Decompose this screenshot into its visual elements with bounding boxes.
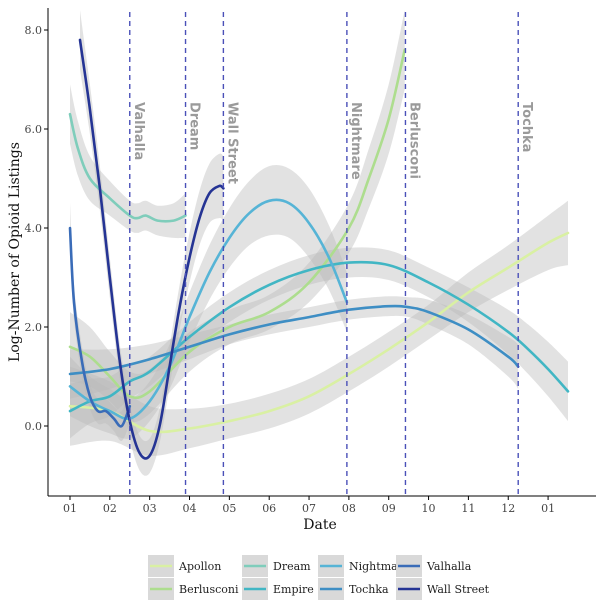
x-tick-label: 05 [222, 502, 236, 515]
legend-label: Tochka [349, 583, 389, 596]
series-line-wall-street [78, 38, 225, 460]
legend-item-tochka: Tochka [318, 578, 389, 600]
x-tick-label: 08 [342, 502, 356, 515]
y-tick-label: 6.0 [25, 123, 43, 136]
legend-item-dream: Dream [242, 555, 311, 577]
band-tochka [70, 296, 519, 399]
legend-item-valhalla: Valhalla [396, 555, 472, 577]
legend-label: Apollon [178, 560, 221, 573]
x-tick-label: 01 [541, 502, 555, 515]
y-axis-title: Log-Number of Opioid Listings [7, 142, 23, 362]
legend-label: Berlusconi [179, 583, 239, 596]
legend-label: Wall Street [427, 583, 490, 596]
event-label-tochka: Tochka [519, 102, 534, 152]
x-tick-label: 07 [302, 502, 316, 515]
band-apollon [70, 200, 568, 456]
series-line-nightmare [68, 198, 349, 421]
event-labels-layer: Valhalla Dream Wall Street Nightmare Berlusc… [131, 102, 534, 184]
x-tick-label: 11 [461, 502, 475, 515]
legend: Apollon Berlusconi Dream Empire Nightmare Toc… [148, 555, 490, 600]
y-tick-label: 4.0 [25, 222, 43, 235]
band-nightmare [70, 165, 347, 439]
band-wall-street [80, 10, 224, 476]
x-tick-label: 02 [103, 502, 117, 515]
series-line-dream [68, 112, 187, 223]
event-label-dream: Dream [187, 102, 202, 150]
x-tick-label: 04 [183, 502, 197, 515]
legend-item-apollon: Apollon [148, 555, 221, 577]
y-ticks-layer: 0.0 2.0 4.0 6.0 8.0 [25, 24, 48, 433]
legend-item-berlusconi: Berlusconi [148, 578, 239, 600]
y-tick-label: 0.0 [25, 420, 43, 433]
legend-item-nightmare: Nightmare [318, 555, 409, 577]
x-tick-label: 10 [422, 502, 436, 515]
x-tick-label: 06 [262, 502, 276, 515]
series-line-apollon [68, 231, 570, 434]
x-tick-label: 12 [501, 502, 515, 515]
band-berlusconi [70, 10, 405, 422]
lines-layer [68, 38, 570, 460]
x-tick-label: 01 [63, 502, 77, 515]
legend-label: Valhalla [426, 560, 472, 573]
legend-item-empire: Empire [242, 578, 314, 600]
event-label-valhalla: Valhalla [131, 102, 146, 160]
y-tick-label: 2.0 [25, 321, 43, 334]
series-line-valhalla [68, 226, 132, 428]
legend-item-wall-street: Wall Street [396, 578, 490, 600]
x-ticks-layer: 01 02 03 04 05 06 07 08 09 10 11 12 01 [63, 496, 555, 515]
series-line-tochka [68, 304, 520, 376]
event-label-nightmare: Nightmare [348, 102, 363, 180]
x-tick-label: 03 [143, 502, 157, 515]
legend-label: Nightmare [349, 560, 409, 573]
legend-label: Empire [273, 583, 314, 596]
event-label-berlusconi: Berlusconi [407, 102, 422, 179]
series-line-berlusconi [68, 48, 406, 400]
event-label-wall-street: Wall Street [224, 102, 239, 184]
band-dream [70, 84, 186, 239]
x-tick-label: 09 [382, 502, 396, 515]
x-axis-title: Date [303, 517, 336, 533]
legend-label: Dream [273, 560, 311, 573]
y-tick-label: 8.0 [25, 24, 43, 37]
band-empire [70, 247, 568, 439]
